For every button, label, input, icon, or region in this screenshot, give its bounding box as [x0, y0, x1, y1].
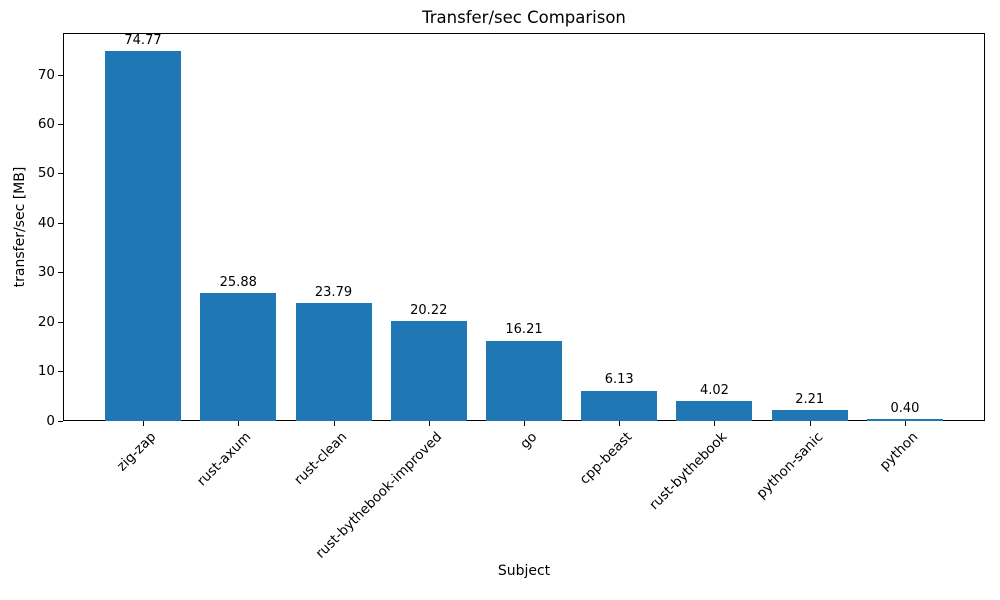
y-tick-label: 30 — [37, 264, 55, 281]
y-tick-label: 40 — [37, 214, 55, 231]
y-tick-label: 50 — [37, 165, 55, 182]
bar-rust-axum — [200, 293, 277, 421]
bar-value-label: 25.88 — [219, 274, 257, 290]
bar-cpp-beast — [581, 390, 658, 421]
y-tick-mark — [58, 222, 63, 224]
bar-python-sanic — [771, 410, 848, 421]
y-tick-label: 0 — [46, 412, 55, 429]
y-tick-label: 70 — [37, 66, 55, 83]
y-tick-mark — [58, 272, 63, 274]
bar-value-label: 0.40 — [890, 400, 920, 416]
bar-rust-clean — [295, 303, 372, 421]
chart-title: Transfer/sec Comparison — [422, 8, 626, 27]
x-tick-mark — [619, 421, 621, 426]
bar-value-label: 74.77 — [124, 32, 162, 48]
x-tick-mark — [809, 421, 811, 426]
x-tick-mark — [904, 421, 906, 426]
x-tick-mark — [714, 421, 716, 426]
y-tick-mark — [58, 123, 63, 125]
bar-value-label: 16.21 — [505, 322, 543, 338]
y-tick-mark — [58, 371, 63, 373]
bar-rust-bythebook-improved — [390, 321, 467, 421]
y-tick-mark — [58, 420, 63, 422]
bar-value-label: 6.13 — [604, 372, 634, 388]
x-tick-mark — [524, 421, 525, 426]
x-tick-mark — [143, 421, 144, 426]
y-tick-label: 20 — [37, 313, 55, 330]
x-tick-mark — [238, 421, 240, 426]
x-tick-mark — [333, 421, 335, 426]
bar-value-label: 2.21 — [795, 391, 825, 407]
y-tick-mark — [58, 173, 63, 175]
bar-python — [866, 419, 943, 421]
bar-value-label: 23.79 — [314, 284, 353, 300]
y-tick-label: 10 — [37, 363, 55, 380]
bar-value-label: 4.02 — [700, 382, 729, 398]
bar-zig-zap — [105, 51, 181, 421]
y-tick-label: 60 — [37, 115, 55, 132]
x-tick-mark — [428, 421, 430, 426]
bar-go — [486, 340, 562, 421]
bar-rust-bythebook — [676, 401, 753, 421]
bar-value-label: 20.22 — [410, 302, 448, 318]
x-axis-label: Subject — [497, 563, 551, 579]
y-tick-mark — [58, 321, 63, 323]
y-tick-mark — [58, 74, 63, 76]
